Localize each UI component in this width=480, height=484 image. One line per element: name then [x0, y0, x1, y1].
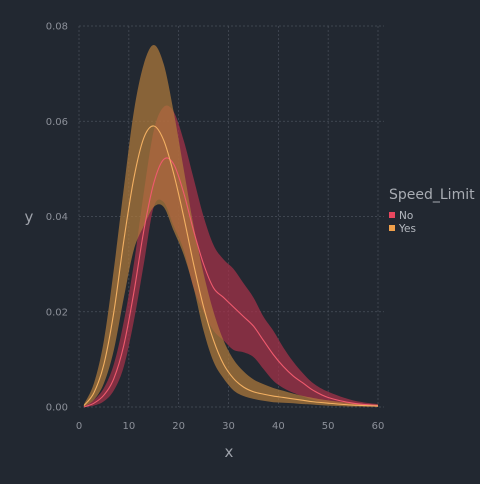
y-axis-ticks: 0.00 0.02 0.04 0.06 0.08	[46, 22, 68, 414]
y-tick-label: 0.02	[46, 307, 68, 318]
mean-lines	[83, 125, 379, 408]
x-tick-label: 20	[172, 421, 185, 432]
y-tick-label: 0.08	[46, 22, 68, 33]
legend-label: Yes	[398, 223, 416, 235]
line-yes	[83, 125, 379, 407]
x-tick-label: 30	[222, 421, 235, 432]
y-axis-title: y	[25, 208, 34, 226]
x-tick-label: 40	[272, 421, 285, 432]
x-tick-label: 60	[372, 421, 385, 432]
legend-swatch-yes	[389, 225, 395, 231]
legend-swatch-no	[389, 212, 395, 218]
x-axis-ticks: 0 10 20 30 40 50 60	[76, 421, 385, 432]
confidence-bands	[83, 45, 378, 408]
x-tick-label: 0	[76, 421, 82, 432]
band-yes	[83, 45, 378, 408]
legend-label: No	[399, 210, 413, 222]
x-axis-title: x	[225, 443, 234, 461]
y-tick-label: 0.06	[46, 117, 68, 128]
y-tick-label: 0.04	[46, 212, 68, 223]
line-no	[83, 157, 379, 408]
legend-title: Speed_Limit	[389, 187, 475, 203]
y-tick-label: 0.00	[46, 403, 68, 414]
x-tick-label: 50	[322, 421, 335, 432]
x-tick-label: 10	[122, 421, 135, 432]
